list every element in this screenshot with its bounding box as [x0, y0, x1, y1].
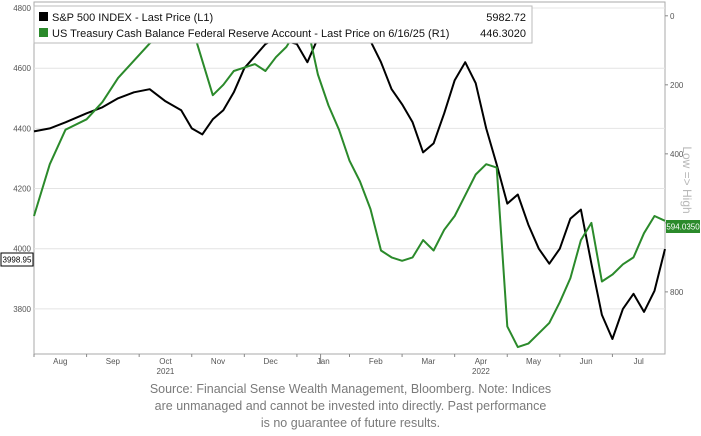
x-year-label: 2021 — [157, 367, 175, 376]
last-price-label-sp500: 3998.95 — [3, 256, 32, 265]
left-tick-label: 4600 — [13, 64, 31, 73]
x-tick-label: Mar — [421, 357, 435, 366]
x-year-label: 2022 — [472, 367, 490, 376]
x-tick-label: Dec — [264, 357, 278, 366]
right-tick-label: 400 — [670, 150, 684, 159]
plot-area-frame — [33, 1, 666, 355]
right-tick-label: 0 — [670, 12, 675, 21]
x-tick-label: Jan — [317, 357, 330, 366]
legend-label-sp500: S&P 500 INDEX - Last Price (L1) — [52, 12, 213, 24]
caption-line-1: Source: Financial Sense Wealth Managemen… — [149, 382, 552, 396]
source-caption: Source: Financial Sense Wealth Managemen… — [0, 381, 701, 432]
left-tick-label: 4800 — [13, 4, 31, 13]
last-price-label-treasury: 594.0350 — [666, 223, 700, 232]
legend: S&P 500 INDEX - Last Price (L1) 5982.72 … — [33, 5, 533, 44]
legend-value-treasury: 446.3020 — [480, 28, 526, 40]
x-tick-label: Jul — [634, 357, 644, 366]
x-tick-label: Sep — [106, 357, 121, 366]
last-price-badge-sp500: 3998.95 — [0, 252, 34, 267]
last-price-badge-treasury: 594.0350 — [666, 220, 700, 233]
x-tick-label: Jun — [580, 357, 593, 366]
right-tick-label: 200 — [670, 81, 684, 90]
caption-line-2: are unmanaged and cannot be invested int… — [154, 399, 547, 413]
caption-line-3: is no guarantee of future results. — [260, 416, 441, 430]
x-tick-label: May — [526, 357, 541, 366]
right-tick-label: 800 — [670, 288, 684, 297]
x-axis: Aug Sep Oct Nov Dec Jan Feb Mar Apr May Jun Jul 2021… — [33, 354, 644, 376]
left-axis: 3800 4000 4200 4400 4600 4800 — [13, 4, 31, 314]
series-line-sp500 — [33, 10, 666, 340]
legend-box — [33, 5, 533, 44]
legend-swatch-sp500 — [39, 12, 48, 21]
left-tick-label: 3800 — [13, 305, 31, 314]
left-tick-label: 4000 — [13, 245, 31, 254]
x-tick-label: Oct — [159, 357, 172, 366]
x-tick-label: Feb — [369, 357, 383, 366]
legend-label-treasury: US Treasury Cash Balance Federal Reserve… — [52, 28, 449, 40]
right-axis-title: Low => High — [680, 146, 694, 213]
left-tick-label: 4200 — [13, 185, 31, 194]
x-tick-label: Apr — [475, 357, 488, 366]
x-tick-label: Aug — [53, 357, 67, 366]
legend-value-sp500: 5982.72 — [486, 12, 526, 24]
legend-swatch-treasury — [39, 28, 48, 37]
x-tick-label: Nov — [211, 357, 225, 366]
left-tick-label: 4400 — [13, 124, 31, 133]
